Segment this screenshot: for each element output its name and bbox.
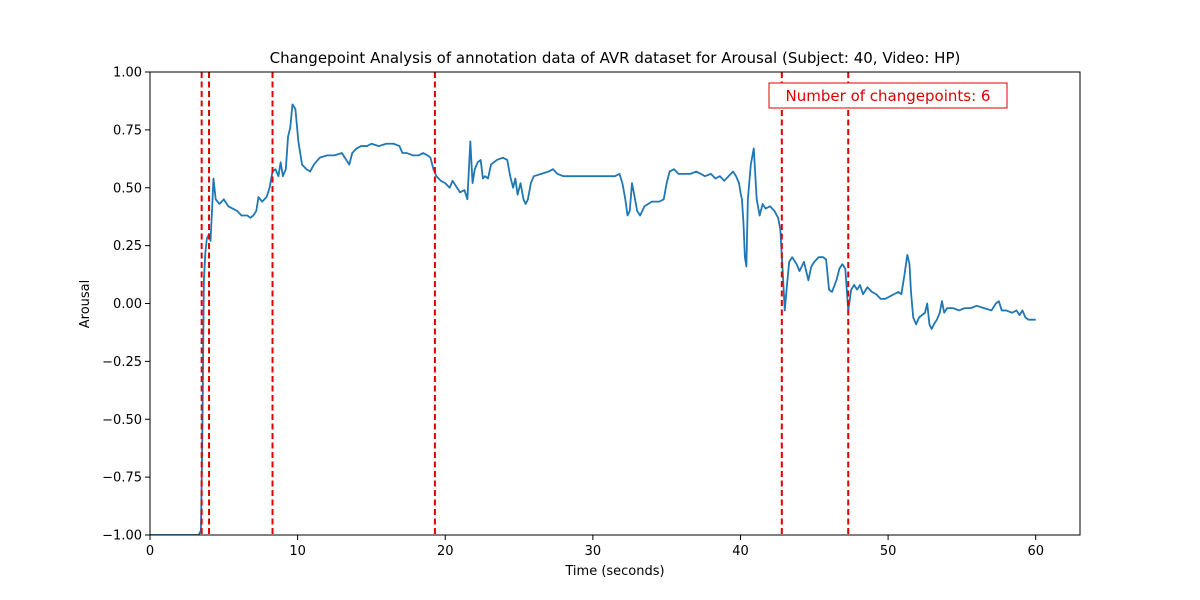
x-axis: 0 10 20 30 40 50 60 — [146, 535, 1044, 559]
y-axis: −1.00 −0.75 −0.50 −0.25 0.00 0.25 0.50 0.75 1.00 — [102, 66, 150, 544]
y-tick-label: 0.50 — [113, 181, 142, 196]
chart-title: Changepoint Analysis of annotation data … — [270, 49, 961, 67]
y-axis-label: Arousal — [78, 280, 93, 329]
plot-area — [149, 71, 1081, 536]
plot-frame — [149, 71, 1081, 536]
x-tick-label: 30 — [585, 544, 602, 559]
x-tick-label: 60 — [1027, 544, 1044, 559]
y-tick-label: 0.25 — [113, 239, 142, 254]
y-tick-label: −0.50 — [102, 413, 142, 428]
x-tick-label: 0 — [146, 544, 154, 559]
arousal-series-line — [150, 103, 1036, 535]
x-tick-label: 50 — [880, 544, 897, 559]
y-tick-label: 1.00 — [113, 66, 142, 81]
x-tick-label: 10 — [289, 544, 306, 559]
x-tick-label: 40 — [732, 544, 749, 559]
y-tick-label: −1.00 — [102, 529, 142, 544]
y-tick-label: 0.75 — [113, 123, 142, 138]
y-tick-label: −0.75 — [102, 471, 142, 486]
x-axis-label: Time (seconds) — [564, 564, 664, 579]
x-tick-label: 20 — [437, 544, 454, 559]
annotation-box — [768, 82, 1008, 109]
y-tick-label: −0.25 — [102, 355, 142, 370]
y-tick-label: 0.00 — [113, 297, 142, 312]
changepoint-count-annotation: Number of changepoints: 6 — [768, 82, 1008, 109]
annotation-text: Number of changepoints: 6 — [786, 87, 991, 105]
